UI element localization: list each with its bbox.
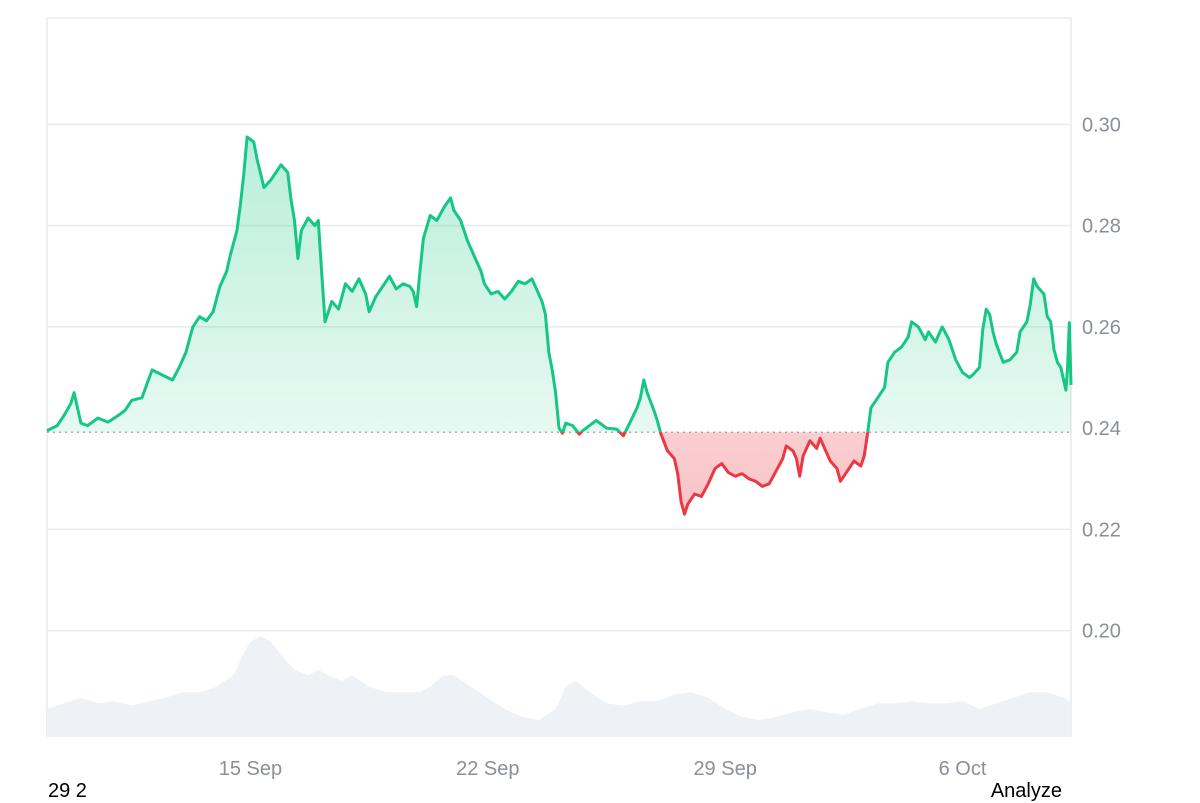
volume-area-shape: [47, 636, 1071, 737]
footer-left-text: 29 2: [48, 780, 87, 802]
analyze-link[interactable]: Analyze: [990, 780, 1062, 802]
x-tick-label: 29 Sep: [693, 758, 756, 780]
x-tick-label: 6 Oct: [939, 758, 987, 780]
volume-area: [47, 636, 1071, 737]
price-line-above: [46, 135, 1073, 433]
y-tick-label: 0.20: [1082, 621, 1121, 643]
y-tick-label: 0.24: [1082, 418, 1121, 440]
x-axis-ticks: 15 Sep 22 Sep 29 Sep 6 Oct: [219, 758, 987, 780]
y-tick-label: 0.22: [1082, 519, 1121, 541]
x-tick-label: 22 Sep: [456, 758, 519, 780]
y-tick-label: 0.26: [1082, 317, 1121, 339]
y-tick-label: 0.30: [1082, 114, 1121, 136]
x-tick-label: 15 Sep: [219, 758, 282, 780]
y-tick-label: 0.28: [1082, 216, 1121, 238]
y-axis-ticks: 0.30 0.28 0.26 0.24 0.22 0.20: [1082, 114, 1121, 642]
price-fill-above: [47, 137, 1071, 433]
price-line: [46, 135, 1073, 516]
price-fill: [47, 137, 1071, 515]
